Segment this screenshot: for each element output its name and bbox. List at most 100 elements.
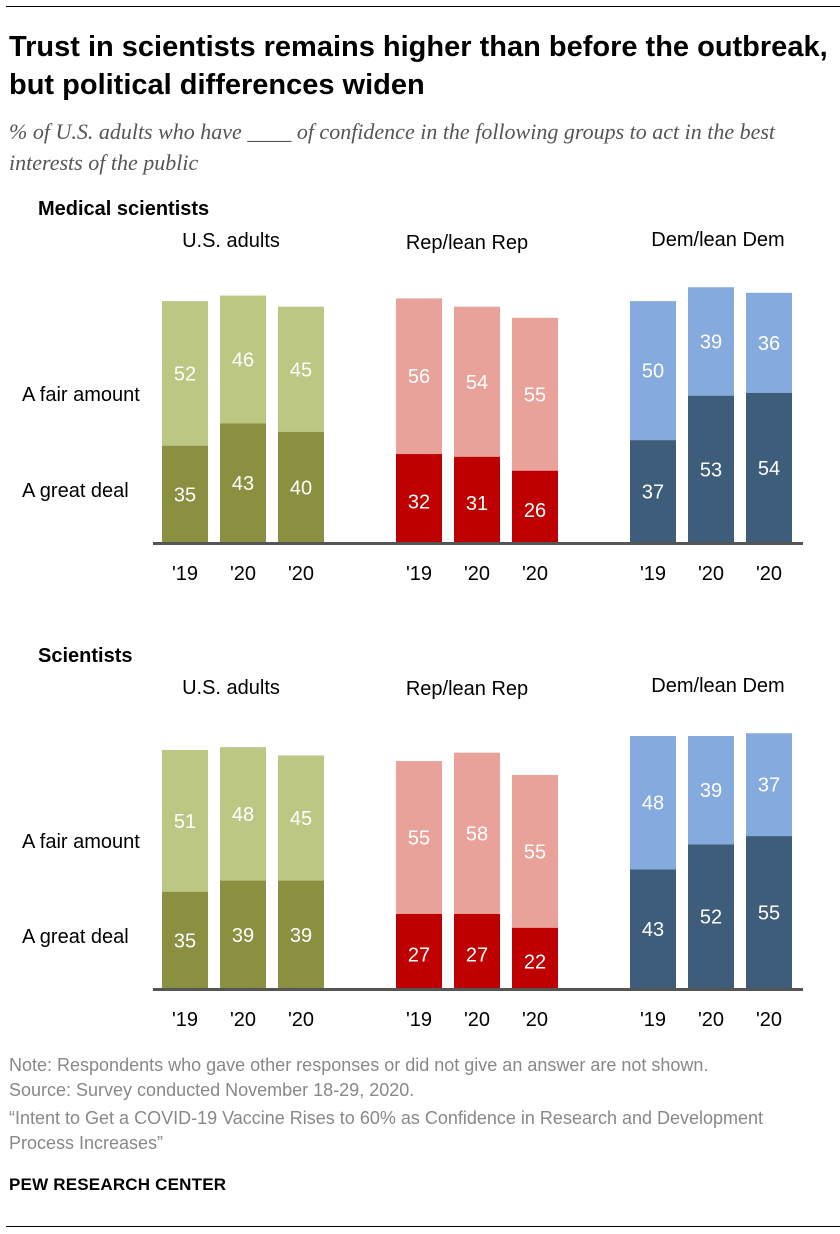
bar-great-deal (512, 470, 558, 543)
note-text: Note: Respondents who gave other respons… (9, 1055, 709, 1075)
data-label-great-deal: 43 (642, 919, 664, 941)
bar-fair-amount (278, 755, 324, 881)
bar-fair-amount (630, 301, 676, 441)
bar-great-deal (396, 454, 442, 543)
data-label-fair-amount: 48 (642, 793, 664, 815)
data-label-fair-amount: 54 (466, 372, 488, 394)
data-label-fair-amount: 55 (408, 827, 430, 849)
data-label-fair-amount: 58 (466, 823, 488, 845)
group-title-dem: Dem/lean Dem (651, 229, 785, 251)
bar-great-deal (278, 880, 324, 989)
stacked-bar-chart-scientists: 51 35 '19 48 39 '20 45 39 '20 55 27 '19 58 27 '20 55 22 '… (153, 733, 803, 1031)
x-axis-baseline (153, 542, 803, 545)
chart-title: Trust in scientists remains higher than … (9, 31, 828, 101)
data-label-great-deal: 35 (174, 484, 196, 506)
data-label-great-deal: 27 (466, 944, 488, 966)
x-tick-label: '20 (698, 1009, 724, 1031)
bar-fair-amount (162, 749, 208, 892)
panel-title-medical-scientists: Medical scientists (38, 198, 210, 220)
row-label-fair-amount: A fair amount (22, 384, 140, 406)
bar-fair-amount (220, 747, 266, 881)
bar-great-deal (454, 913, 500, 989)
data-label-great-deal: 55 (758, 903, 780, 925)
data-label-fair-amount: 36 (758, 333, 780, 355)
row-label-fair-amount: A fair amount (22, 831, 140, 853)
x-tick-label: '20 (288, 1009, 314, 1031)
bar-great-deal (454, 456, 500, 543)
x-tick-label: '20 (288, 563, 314, 585)
data-label-great-deal: 43 (232, 473, 254, 495)
bar-great-deal (512, 927, 558, 989)
group-title-rep: Rep/lean Rep (405, 678, 529, 700)
bar-fair-amount (220, 295, 266, 424)
data-label-great-deal: 40 (290, 477, 312, 499)
bar-fair-amount (396, 761, 442, 914)
x-tick-label: '20 (464, 563, 490, 585)
bar-great-deal (746, 836, 792, 989)
top-rule (6, 6, 840, 7)
data-label-great-deal: 31 (466, 493, 488, 515)
chart-subtitle: % of U.S. adults who have ____ of confid… (9, 119, 776, 175)
pew-logo-text: PEW RESEARCH CENTER (9, 1175, 227, 1194)
row-label-great-deal: A great deal (22, 926, 129, 948)
x-tick-label: '19 (640, 563, 666, 585)
group-title-us-adults: U.S. adults (182, 677, 280, 699)
data-label-fair-amount: 51 (174, 811, 196, 833)
x-tick-label: '19 (406, 1009, 432, 1031)
bar-great-deal (162, 891, 208, 989)
bar-fair-amount (396, 298, 442, 455)
x-tick-label: '20 (698, 563, 724, 585)
bar-fair-amount (746, 733, 792, 837)
x-tick-label: '20 (522, 1009, 548, 1031)
x-tick-label: '19 (640, 1009, 666, 1031)
source-text: Source: Survey conducted November 18-29,… (9, 1080, 415, 1100)
data-label-fair-amount: 46 (232, 350, 254, 372)
data-label-great-deal: 27 (408, 944, 430, 966)
x-tick-label: '20 (756, 1009, 782, 1031)
data-label-fair-amount: 39 (700, 780, 722, 802)
row-label-great-deal: A great deal (22, 480, 129, 502)
group-title-rep: Rep/lean Rep (405, 232, 529, 254)
bar-fair-amount (278, 306, 324, 432)
data-label-great-deal: 22 (524, 951, 546, 973)
data-label-great-deal: 37 (642, 482, 664, 504)
data-label-great-deal: 39 (232, 925, 254, 947)
bar-great-deal (630, 440, 676, 543)
report-title-text: “Intent to Get a COVID-19 Vaccine Rises … (9, 1108, 764, 1153)
bar-great-deal (396, 913, 442, 989)
x-tick-label: '20 (230, 1009, 256, 1031)
group-title-dem: Dem/lean Dem (651, 675, 785, 697)
data-label-great-deal: 39 (290, 925, 312, 947)
bar-great-deal (688, 844, 734, 989)
x-tick-label: '19 (406, 563, 432, 585)
x-tick-label: '20 (522, 563, 548, 585)
data-label-fair-amount: 55 (524, 841, 546, 863)
bar-great-deal (220, 423, 266, 543)
data-label-great-deal: 53 (700, 459, 722, 481)
group-title-us-adults: U.S. adults (182, 230, 280, 252)
x-tick-label: '20 (230, 563, 256, 585)
bar-great-deal (278, 431, 324, 543)
data-label-fair-amount: 52 (174, 363, 196, 385)
notes-block: Note: Respondents who gave other respons… (9, 1053, 829, 1156)
panel-title-scientists: Scientists (38, 645, 133, 667)
x-axis-baseline (153, 988, 803, 991)
bar-fair-amount (162, 301, 208, 446)
bottom-rule (6, 1226, 840, 1227)
x-tick-label: '20 (756, 563, 782, 585)
bar-great-deal (162, 445, 208, 543)
bar-fair-amount (688, 736, 734, 845)
data-label-fair-amount: 48 (232, 804, 254, 826)
bar-great-deal (220, 880, 266, 989)
bar-fair-amount (688, 287, 734, 396)
data-label-fair-amount: 55 (524, 384, 546, 406)
bar-great-deal (688, 395, 734, 543)
bar-fair-amount (746, 292, 792, 393)
data-label-fair-amount: 45 (290, 359, 312, 381)
x-tick-label: '20 (464, 1009, 490, 1031)
bar-great-deal (746, 392, 792, 543)
x-tick-label: '19 (172, 1009, 198, 1031)
bar-fair-amount (454, 752, 500, 914)
data-label-fair-amount: 50 (642, 361, 664, 383)
x-tick-label: '19 (172, 563, 198, 585)
